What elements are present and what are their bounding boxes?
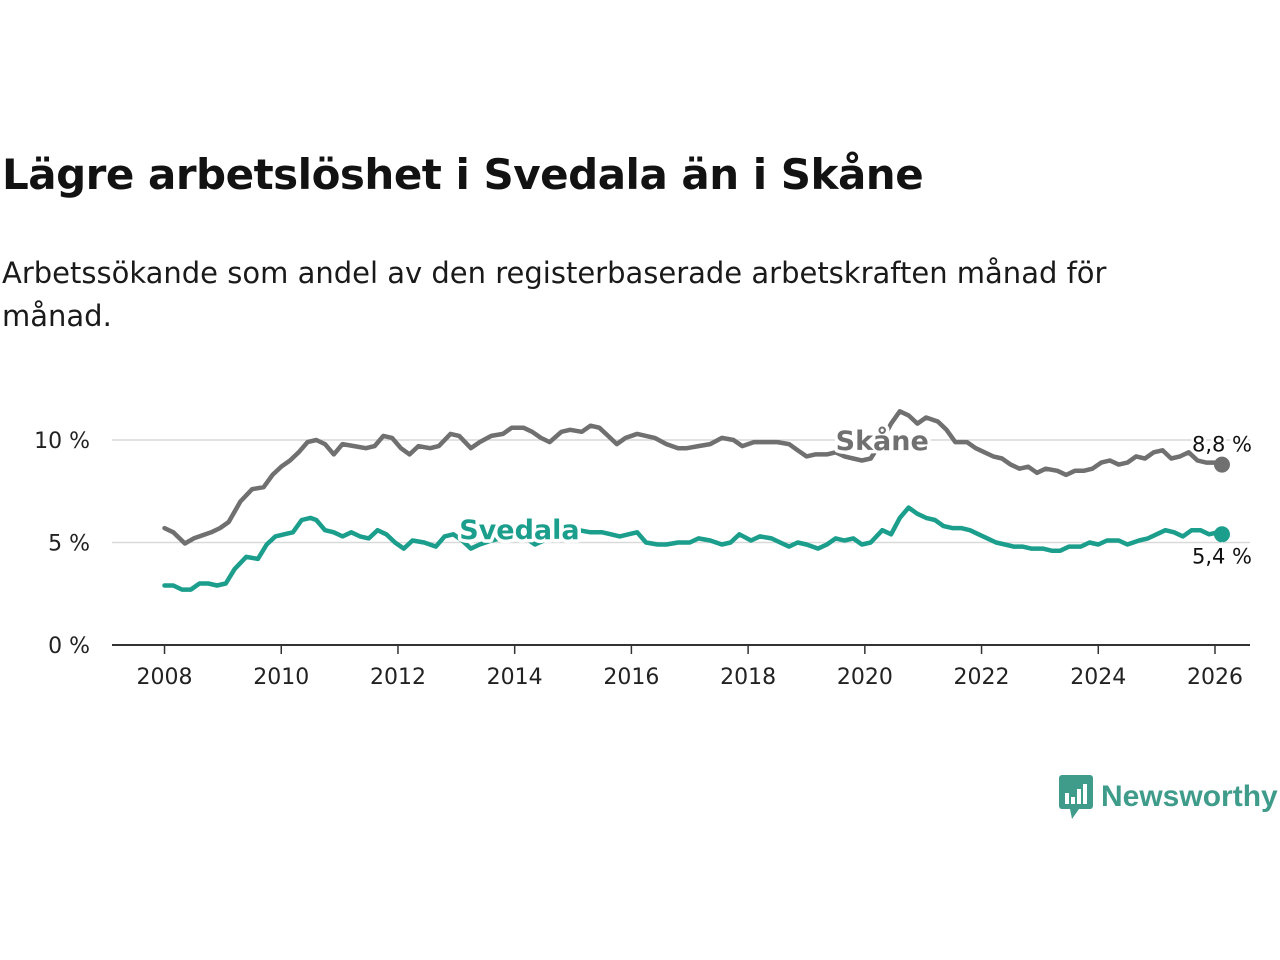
series-end-marker xyxy=(1213,456,1230,473)
y-tick-label: 5 % xyxy=(48,532,90,557)
y-tick-label: 10 % xyxy=(34,429,90,454)
grid-lines: 0 % 5 % 10 % xyxy=(34,429,1250,659)
x-tick-label: 2020 xyxy=(837,665,893,690)
x-tick-label: 2016 xyxy=(603,665,659,690)
series-line-skne xyxy=(162,409,1225,546)
x-tick-label: 2018 xyxy=(720,665,776,690)
series-label: Svedala xyxy=(459,515,579,546)
series-label: Skåne xyxy=(836,425,929,457)
series-end-marker xyxy=(1213,526,1230,543)
series-line-svedala xyxy=(162,505,1225,592)
x-tick-label: 2010 xyxy=(253,665,309,690)
brand-name: Newsworthy xyxy=(1101,780,1278,813)
end-value-label: 5,4 % xyxy=(1192,544,1252,568)
x-tick-label: 2024 xyxy=(1070,665,1126,690)
series-group xyxy=(162,409,1230,592)
x-axis: 2008 2010 2012 2014 2016 2018 2020 2022 2024 2026 xyxy=(112,644,1250,690)
brand-logo: Newsworthy xyxy=(1059,774,1278,820)
x-tick-label: 2008 xyxy=(137,665,193,690)
x-tick-label: 2022 xyxy=(954,665,1010,690)
chart-subtitle: Arbetssökande som andel av den registerb… xyxy=(2,256,1107,333)
x-tick-label: 2014 xyxy=(487,665,543,690)
x-tick-label: 2026 xyxy=(1187,665,1243,690)
chart-title: Lägre arbetslöshet i Svedala än i Skåne xyxy=(2,150,924,199)
label-group: Skåne 8,8 % Svedala 5,4 % xyxy=(456,422,1255,571)
end-value-label: 8,8 % xyxy=(1192,433,1252,457)
y-tick-label: 0 % xyxy=(48,634,90,659)
newsworthy-logo-icon xyxy=(1059,775,1093,819)
x-tick-label: 2012 xyxy=(370,665,426,690)
